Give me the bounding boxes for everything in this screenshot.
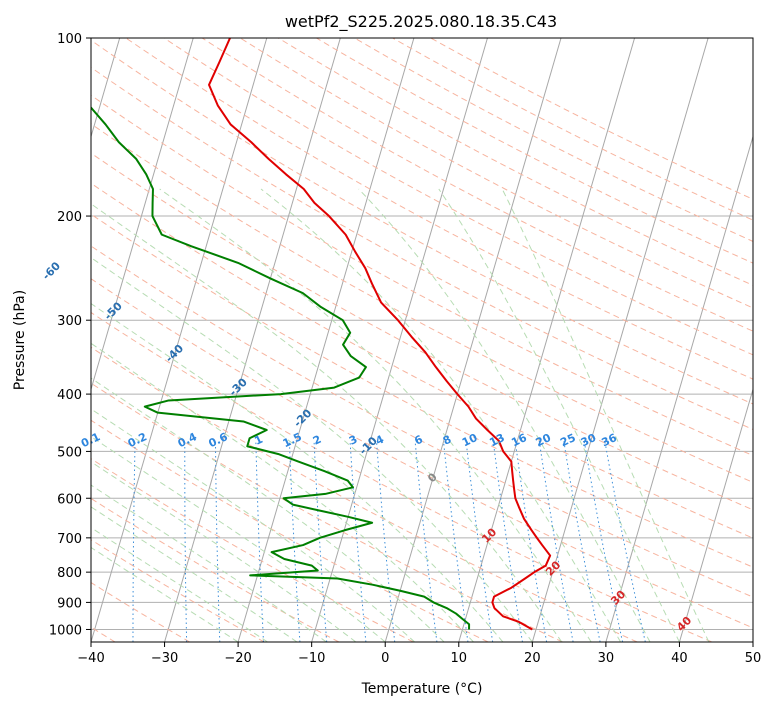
dry-adiabat-lines <box>91 38 753 642</box>
isotherm-line <box>531 38 709 642</box>
plot-area-background <box>91 38 753 642</box>
y-tick-label: 700 <box>57 532 82 547</box>
mixing-ratio-label: 30 <box>579 431 599 449</box>
isotherm-line <box>237 38 415 642</box>
dry-adiabat-line <box>91 346 638 642</box>
moist-adiabat-line <box>91 256 533 642</box>
y-tick-label: 300 <box>57 314 82 329</box>
dry-adiabat-line <box>91 382 563 642</box>
mixing-ratio-line <box>184 440 188 642</box>
moist-adiabat-line <box>91 435 386 642</box>
mixing-ratio-line <box>288 440 301 642</box>
x-tick-label: 20 <box>524 651 541 666</box>
dry-adiabat-line <box>91 458 414 642</box>
x-axis-label: Temperature (°C) <box>361 681 483 697</box>
y-axis-ticks: 100 200 300 400 500 600 700 800 900 1000 <box>49 32 91 638</box>
moist-adiabat-line <box>260 188 622 642</box>
moist-adiabat-line <box>159 188 592 642</box>
isotherm-line <box>311 38 488 642</box>
isotherm-line <box>678 387 753 642</box>
y-tick-label: 500 <box>57 445 82 460</box>
mixing-ratio-line <box>604 440 646 642</box>
dry-adiabat-line <box>91 245 753 598</box>
x-tick-label: 40 <box>671 651 688 666</box>
y-tick-label: 900 <box>57 596 82 611</box>
mixing-ratio-lines <box>132 440 646 642</box>
moist-adiabat-line <box>438 188 680 642</box>
temperature-profile <box>208 38 552 631</box>
moist-adiabat-line <box>91 546 239 642</box>
mixing-ratio-label: 25 <box>558 431 577 449</box>
y-tick-label: 800 <box>57 566 82 581</box>
moist-adiabat-line <box>358 188 651 642</box>
mixing-ratio-line <box>313 440 328 642</box>
isotherm-line <box>605 134 753 642</box>
mixing-ratio-label: 16 <box>509 431 529 449</box>
mixing-ratio-line <box>132 440 136 642</box>
y-tick-label: 400 <box>57 388 82 403</box>
x-tick-label: 10 <box>451 651 468 666</box>
y-tick-label: 100 <box>57 32 82 47</box>
moist-adiabat-line <box>91 302 504 642</box>
dry-adiabat-line <box>125 38 753 380</box>
x-tick-label: −30 <box>151 651 178 666</box>
y-tick-label: 200 <box>57 210 82 225</box>
x-tick-label: −10 <box>298 651 325 666</box>
dry-adiabat-line <box>91 66 753 431</box>
moist-adiabat-line <box>91 203 563 642</box>
isotherm-lines <box>91 38 753 642</box>
moist-adiabat-lines <box>91 188 710 642</box>
x-tick-label: −20 <box>224 651 251 666</box>
isotherm-line <box>164 38 341 642</box>
plot-frame <box>90 37 754 643</box>
chart-title: wetPf2_S225.2025.080.18.35.C43 <box>285 12 557 32</box>
sounding-profiles <box>91 38 552 631</box>
dry-adiabat-line <box>91 39 753 405</box>
y-tick-label: 600 <box>57 492 82 507</box>
mixing-ratio-label: 13 <box>487 431 506 449</box>
moist-adiabat-line <box>91 377 445 642</box>
dry-adiabat-line <box>91 278 753 629</box>
dry-adiabat-line <box>91 213 753 568</box>
dry-adiabat-line <box>91 123 753 483</box>
mixing-ratio-label: 10 <box>460 431 480 449</box>
x-axis-ticks: −40 −30 −20 −10 0 10 20 30 40 50 <box>77 642 761 666</box>
isotherm-line <box>91 38 268 642</box>
x-tick-label: 50 <box>745 651 762 666</box>
x-tick-label: 30 <box>598 651 615 666</box>
isotherm-line <box>384 38 562 642</box>
x-tick-label: −40 <box>77 651 104 666</box>
dry-adiabat-line <box>91 311 712 642</box>
mixing-ratio-line <box>255 440 265 642</box>
mixing-ratio-label: 20 <box>534 431 554 449</box>
isotherm-line <box>91 38 194 392</box>
y-tick-label: 1000 <box>49 623 82 638</box>
moist-adiabat-line <box>501 188 710 642</box>
gridlines <box>91 38 753 630</box>
x-tick-label: 0 <box>381 651 389 666</box>
moist-adiabat-line <box>91 461 357 642</box>
dry-adiabat-line <box>91 94 753 457</box>
mixing-ratio-line <box>214 440 221 642</box>
mixing-ratio-label: 36 <box>600 431 620 449</box>
dry-adiabat-line <box>91 497 340 642</box>
dry-adiabat-line <box>163 38 753 356</box>
y-axis-label: Pressure (hPa) <box>12 290 28 390</box>
dewpoint-profile <box>91 106 471 630</box>
